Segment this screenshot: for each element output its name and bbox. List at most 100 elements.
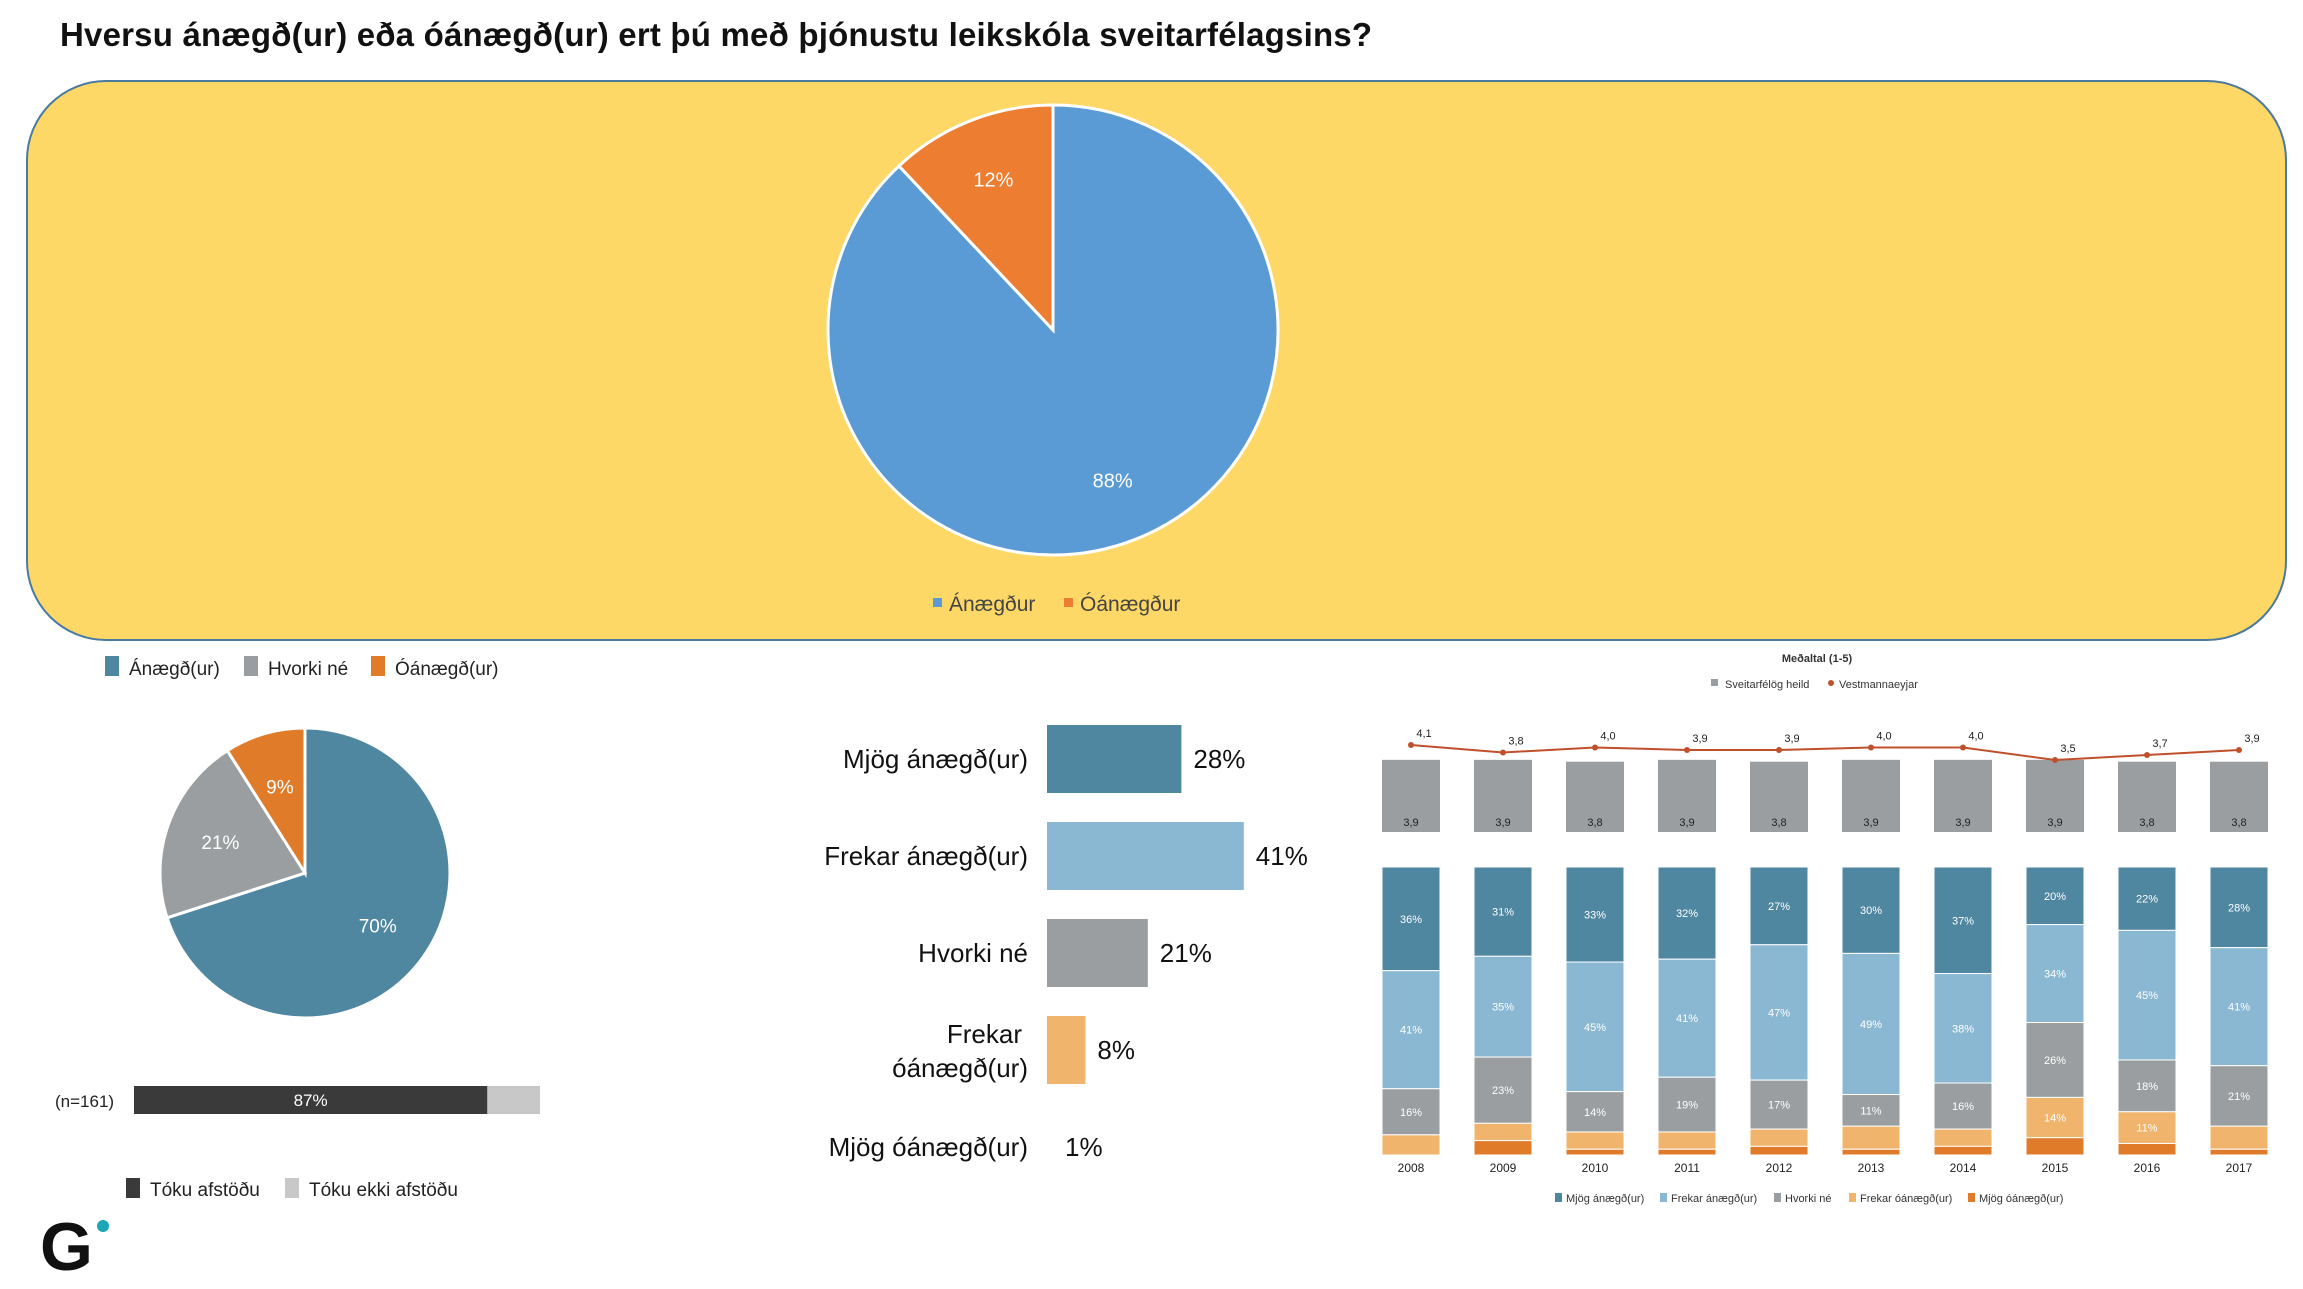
- avg-all-bar: [1750, 761, 1808, 832]
- distribution-label: Mjög óánægð(ur): [829, 1132, 1028, 1162]
- stack-label: 41%: [2228, 1002, 2250, 1014]
- stack-segment: [1565, 1148, 1625, 1156]
- stack-label: 21%: [2228, 1091, 2250, 1103]
- stack-label: 31%: [1492, 907, 1514, 919]
- stack-segment: [1473, 866, 1533, 957]
- distribution-value: 8%: [1097, 1035, 1135, 1065]
- year-tick-label: 2008: [1398, 1161, 1425, 1175]
- stack-segment: [1841, 1125, 1901, 1150]
- year-tick-label: 2010: [1582, 1161, 1609, 1175]
- pie-slice-label: 9%: [266, 777, 294, 798]
- stack-segment: [1749, 866, 1809, 946]
- avg-local-label: 3,9: [2244, 733, 2259, 745]
- stack-segment: [1933, 1145, 1993, 1156]
- stack-segment: [1381, 866, 1441, 972]
- pie-slice-label: 12%: [973, 169, 1013, 191]
- pie-slice-Ánægð(ur): [165, 726, 452, 1020]
- stack-label: 45%: [1584, 1022, 1606, 1034]
- stack-segment: [2209, 1065, 2269, 1127]
- stack-segment: [1657, 1131, 1717, 1150]
- distribution-label: Frekar ánægð(ur): [824, 841, 1028, 871]
- yearly-top-legend-label: Sveitarfélög heild: [1725, 679, 1809, 691]
- distribution-label: óánægð(ur): [892, 1053, 1028, 1083]
- year-tick-label: 2016: [2134, 1161, 2161, 1175]
- yearly-top-legend-swatch: [1711, 679, 1718, 686]
- yearly-chart-title: Meðaltal (1-5): [1782, 653, 1853, 665]
- distribution-bar: [1047, 822, 1244, 890]
- avg-all-label: 3,8: [2231, 817, 2246, 829]
- avg-local-point: [1684, 747, 1690, 753]
- yearly-legend-label: Frekar ánægð(ur): [1671, 1193, 1757, 1205]
- yearly-legend-swatch: [1774, 1193, 1781, 1202]
- stack-segment: [1657, 1148, 1717, 1156]
- year-tick-label: 2011: [1674, 1161, 1700, 1175]
- pie-slice-label: 88%: [1093, 471, 1133, 493]
- avg-all-label: 3,9: [1955, 817, 1970, 829]
- year-tick-label: 2013: [1858, 1161, 1885, 1175]
- stack-segment: [1473, 1122, 1533, 1142]
- avg-local-point: [1408, 742, 1414, 748]
- avg-local-label: 4,1: [1416, 728, 1431, 740]
- legend-item-oanaegdur-swatch: [1064, 598, 1073, 607]
- distribution-value: 21%: [1160, 938, 1212, 968]
- stack-segment: [2025, 1022, 2085, 1098]
- pie-slice-label: 70%: [359, 916, 397, 937]
- stack-label: 38%: [1952, 1023, 1974, 1035]
- stack-segment: [1749, 1079, 1809, 1130]
- stack-label: 45%: [2136, 990, 2158, 1002]
- stack-segment: [1381, 1134, 1441, 1156]
- stack-segment: [1749, 1145, 1809, 1156]
- pie-slice-Óánægður: [896, 103, 1055, 334]
- stack-label: 34%: [2044, 969, 2066, 981]
- avg-all-bar: [2118, 761, 2176, 832]
- year-tick-label: 2009: [1490, 1161, 1517, 1175]
- pie-slice-Óánægð(ur): [225, 726, 307, 879]
- stack-label: 19%: [1676, 1100, 1698, 1112]
- stack-label: 14%: [2044, 1113, 2066, 1125]
- stack-segment: [1841, 866, 1901, 954]
- stack-segment: [2117, 1142, 2177, 1156]
- year-tick-label: 2012: [1766, 1161, 1793, 1175]
- stack-segment: [1933, 866, 1993, 975]
- distribution-bar: [1047, 919, 1148, 987]
- avg-all-label: 3,8: [1587, 817, 1602, 829]
- stack-label: 17%: [1768, 1100, 1790, 1112]
- avg-local-point: [2144, 752, 2150, 758]
- small-pie-legend-swatch: [105, 656, 119, 676]
- stack-segment: [1841, 1094, 1901, 1127]
- stack-label: 47%: [1768, 1007, 1790, 1019]
- avg-local-label: 3,9: [1784, 733, 1799, 745]
- yearly-legend-swatch: [1660, 1193, 1667, 1202]
- avg-all-bar: [1658, 759, 1716, 832]
- legend-item-anaegdur: Ánægður: [949, 593, 1035, 616]
- stack-label: 27%: [1768, 901, 1790, 913]
- stack-label: 35%: [1492, 1002, 1514, 1014]
- distribution-label: Hvorki né: [918, 938, 1028, 968]
- avg-all-label: 3,9: [1403, 817, 1418, 829]
- stack-segment: [1381, 970, 1441, 1090]
- sample-size-label: (n=161): [55, 1092, 114, 1111]
- stack-label: 16%: [1952, 1101, 1974, 1113]
- avg-local-point: [1776, 747, 1782, 753]
- avg-local-point: [2236, 747, 2242, 753]
- stack-segment: [1565, 866, 1625, 963]
- yearly-legend-swatch: [1849, 1193, 1856, 1202]
- avg-local-label: 3,9: [1692, 733, 1707, 745]
- yearly-legend-label: Frekar óánægð(ur): [1860, 1193, 1952, 1205]
- avg-local-line: [1410, 744, 2240, 762]
- yearly-top-legend-label: Vestmannaeyjar: [1839, 679, 1918, 691]
- pie-slice-Hvorki né: [158, 748, 308, 920]
- stack-label: 30%: [1860, 905, 1882, 917]
- yearly-legend-swatch: [1555, 1193, 1562, 1202]
- legend-item-oanaegdur: Óánægður: [1080, 593, 1180, 616]
- distribution-value: 28%: [1193, 744, 1245, 774]
- stack-label: 11%: [2136, 1123, 2157, 1135]
- stack-label: 41%: [1400, 1025, 1422, 1037]
- yearly-legend-label: Mjög óánægð(ur): [1979, 1193, 2063, 1205]
- pie-slice-label: 21%: [201, 833, 239, 854]
- distribution-label: Frekar: [947, 1019, 1022, 1049]
- page-title: Hversu ánægð(ur) eða óánægð(ur) ert þú m…: [60, 16, 1373, 53]
- avg-all-label: 3,9: [1863, 817, 1878, 829]
- stack-segment: [2117, 866, 2177, 931]
